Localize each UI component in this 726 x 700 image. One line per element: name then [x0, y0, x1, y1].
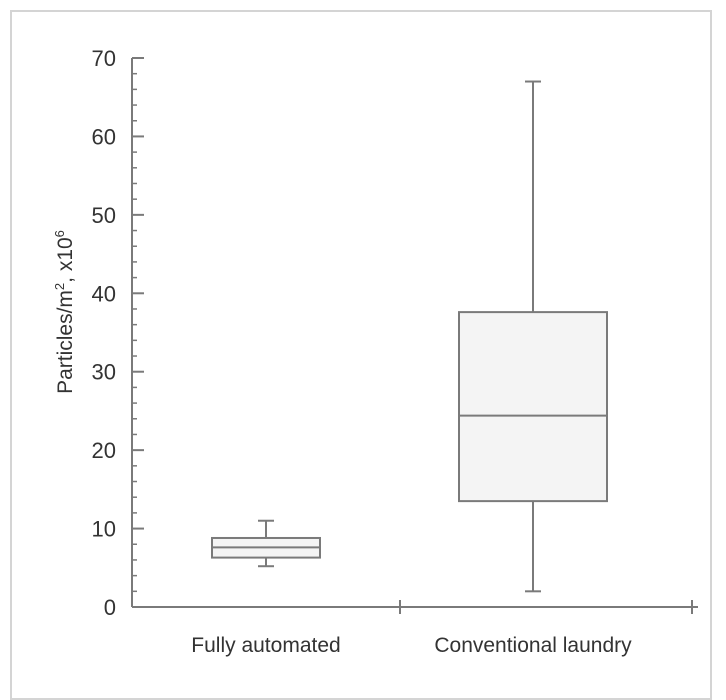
box-plots	[211, 80, 608, 593]
box-plot-2	[458, 80, 608, 593]
x-category-label: Conventional laundry	[434, 634, 632, 657]
y-tick-label: 0	[104, 595, 116, 620]
y-tick-label: 70	[92, 46, 116, 71]
y-tick-label: 10	[92, 517, 116, 542]
box-plot-1	[211, 519, 321, 568]
box-iqr	[458, 311, 608, 503]
y-tick-label: 40	[92, 281, 116, 306]
x-category-label: Fully automated	[191, 634, 340, 657]
y-tick-label: 50	[92, 203, 116, 228]
y-axis: 0 10 20 30 40 50 60 70	[92, 46, 144, 620]
y-tick-label: 30	[92, 360, 116, 385]
y-axis-title: Particles/m2, x106	[52, 230, 77, 394]
x-axis: Fully automated Conventional laundry	[132, 600, 698, 657]
y-tick-label: 60	[92, 124, 116, 149]
y-tick-label: 20	[92, 438, 116, 463]
